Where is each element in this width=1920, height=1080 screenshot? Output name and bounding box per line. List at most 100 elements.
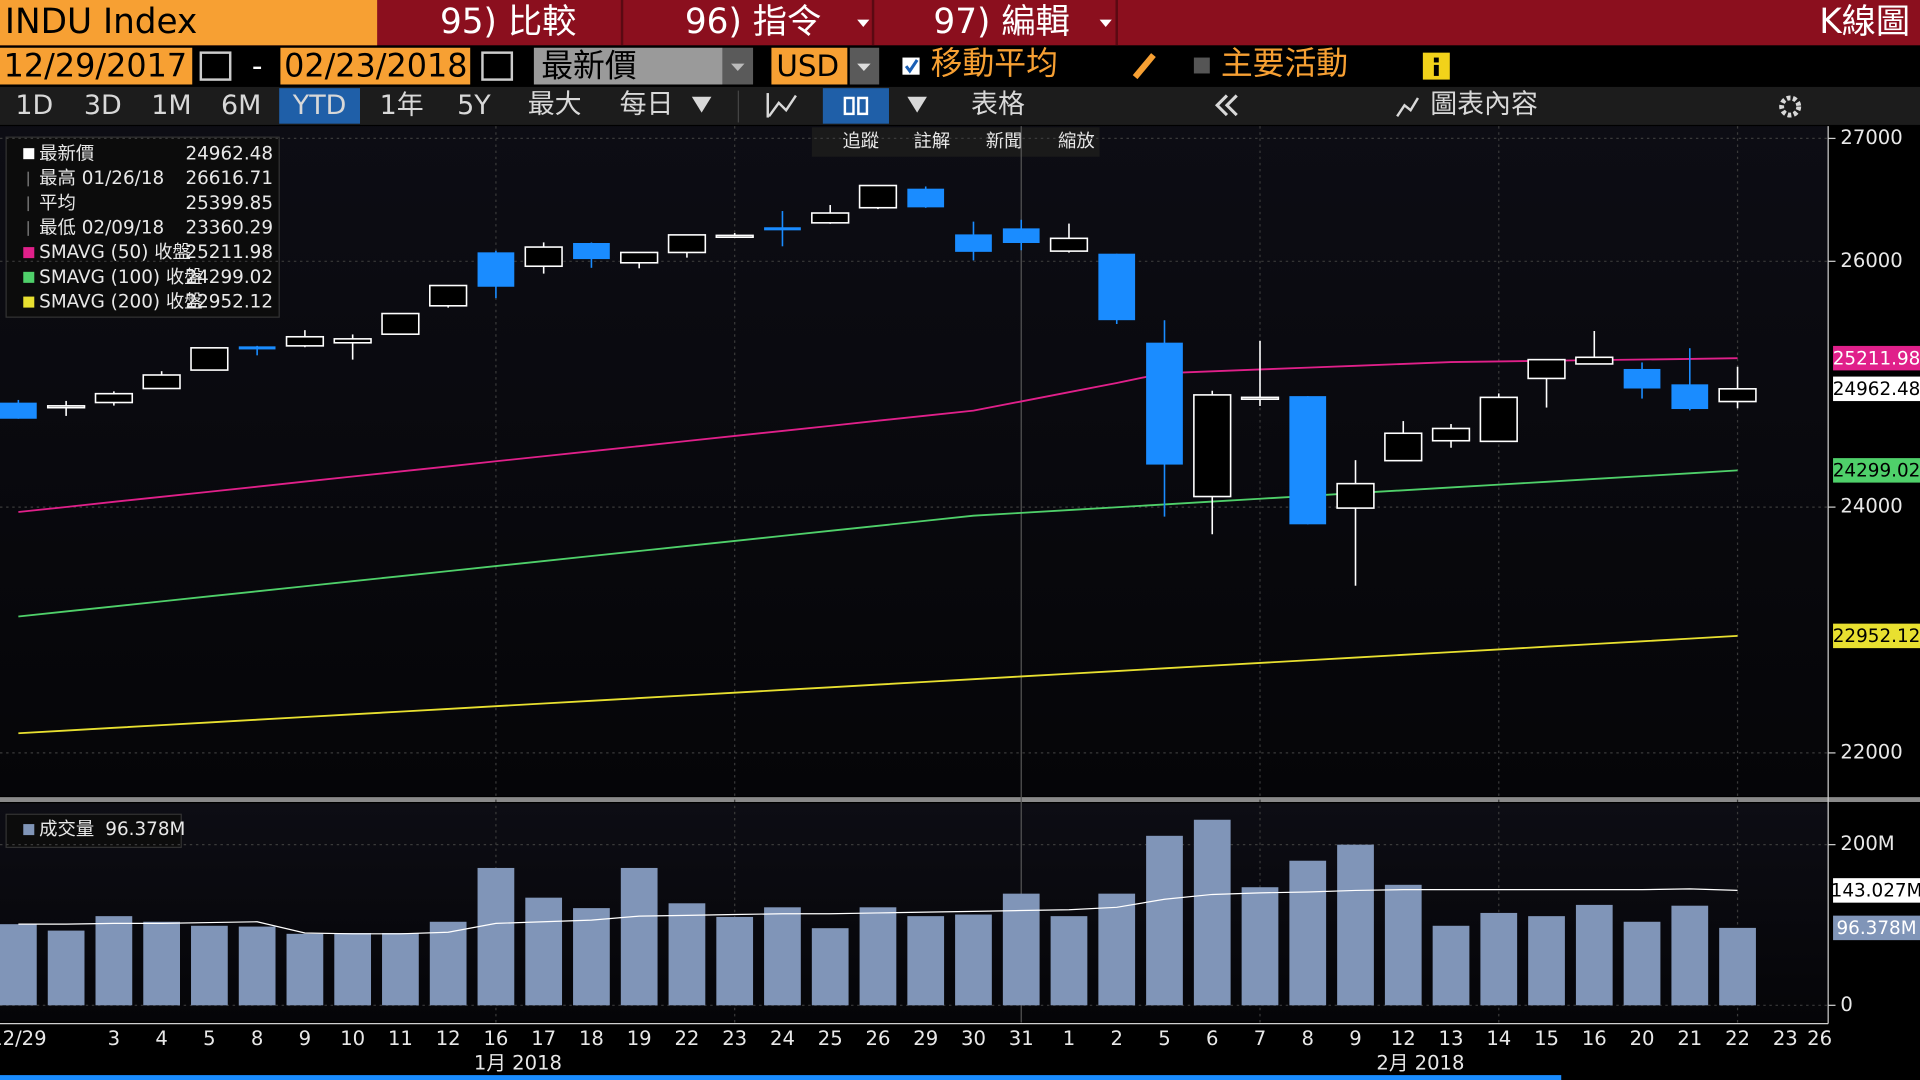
chart-content-icon[interactable] bbox=[1396, 97, 1420, 118]
period-button[interactable]: 3D bbox=[84, 90, 122, 121]
x-tick-label: 23 bbox=[1773, 1027, 1798, 1050]
collapse-icon[interactable] bbox=[1224, 94, 1238, 117]
dropdown-arrow[interactable] bbox=[731, 63, 745, 72]
candle-body bbox=[477, 252, 515, 287]
dropdown-arrow[interactable] bbox=[691, 96, 712, 113]
legend-label: 平均 bbox=[39, 193, 76, 214]
menu-item[interactable]: 95) 比較 bbox=[440, 2, 576, 42]
field[interactable]: 最新價 bbox=[541, 46, 637, 84]
candle-body bbox=[0, 402, 37, 419]
candle-body bbox=[1002, 228, 1040, 243]
period-button[interactable]: 1D bbox=[15, 90, 53, 121]
volume-bar bbox=[1432, 925, 1470, 1006]
x-tick-label: 16 bbox=[1582, 1027, 1607, 1050]
checkmark bbox=[904, 59, 919, 74]
period-button[interactable]: 最大 bbox=[528, 89, 582, 120]
field-dropdown[interactable] bbox=[533, 47, 723, 85]
tool-strip bbox=[811, 127, 1100, 157]
dropdown-arrow[interactable] bbox=[907, 96, 927, 113]
security[interactable]: INDU Index bbox=[5, 2, 197, 42]
tool-button[interactable]: 縮放 bbox=[1058, 131, 1095, 152]
legend-value: 22952.12 bbox=[185, 292, 273, 313]
legend-label: 最低 02/09/18 bbox=[39, 217, 164, 238]
x-tick-label: 8 bbox=[251, 1027, 263, 1050]
x-tick-label: 22 bbox=[674, 1027, 699, 1050]
volume-bar bbox=[382, 933, 419, 1006]
candle-body bbox=[1289, 396, 1327, 525]
pencil-icon[interactable] bbox=[1132, 53, 1156, 80]
period-button[interactable]: 5Y bbox=[457, 90, 491, 121]
collapse-icon[interactable] bbox=[1214, 94, 1229, 117]
x-tick-label: 19 bbox=[627, 1027, 652, 1050]
candle-body bbox=[1575, 356, 1614, 365]
active-period[interactable] bbox=[279, 88, 360, 124]
date-separator: - bbox=[252, 49, 263, 83]
legend-value: 25399.85 bbox=[185, 193, 273, 214]
dropdown-arrow[interactable] bbox=[857, 19, 870, 27]
period-button[interactable]: YTD bbox=[292, 90, 347, 121]
volume-bar bbox=[1480, 912, 1518, 1006]
settings-icon[interactable] bbox=[1779, 95, 1802, 118]
volume-bar bbox=[811, 928, 849, 1006]
candle-chart-button[interactable] bbox=[822, 88, 889, 124]
volume-bar bbox=[573, 908, 610, 1006]
tool-button[interactable]: 新聞 bbox=[986, 131, 1023, 152]
x-tick-label: 9 bbox=[1349, 1027, 1361, 1050]
x-tick-label: 5 bbox=[1158, 1027, 1170, 1050]
volume-bar bbox=[1289, 860, 1327, 1006]
legend-swatch bbox=[23, 271, 35, 283]
legend-swatch bbox=[23, 148, 35, 160]
candle-body bbox=[1623, 368, 1661, 389]
calendar-icon[interactable] bbox=[199, 51, 232, 81]
line-chart-icon[interactable] bbox=[767, 94, 797, 118]
x-tick-label: 29 bbox=[913, 1027, 938, 1050]
legend-value: 24962.48 bbox=[185, 143, 273, 164]
volume-bar bbox=[1146, 835, 1183, 1006]
dropdown-arrow[interactable] bbox=[1099, 19, 1112, 27]
volume-bar bbox=[191, 925, 228, 1006]
menu-item[interactable]: 97) 編輯 bbox=[933, 2, 1069, 42]
volume-bar bbox=[1002, 893, 1040, 1006]
plot: 22000 24000 26000 27000 0 200M 25211.98 24299.0… bbox=[0, 126, 1920, 1075]
legend-value: 23360.29 bbox=[185, 217, 273, 238]
x-tick-label: 8 bbox=[1302, 1027, 1314, 1050]
volume-bar bbox=[143, 921, 180, 1006]
series-end-label: 25211.98 bbox=[1833, 348, 1920, 369]
dropdown-arrow[interactable] bbox=[857, 63, 871, 72]
end-date[interactable]: 02/23/2018 bbox=[284, 46, 467, 84]
candle-body bbox=[1671, 384, 1709, 410]
volume-average-label: 143.027M bbox=[1831, 881, 1920, 902]
start-date[interactable]: 12/29/2017 bbox=[4, 46, 187, 84]
tool-button[interactable]: 追蹤 bbox=[842, 131, 879, 152]
candle-body bbox=[620, 251, 659, 264]
x-tick-label: 31 bbox=[1009, 1027, 1034, 1050]
x-tick-label: 9 bbox=[299, 1027, 311, 1050]
candle-body bbox=[524, 246, 563, 268]
moving-average-toggle[interactable]: 移動平均 bbox=[931, 44, 1058, 82]
frequency-button[interactable]: 每日 bbox=[620, 89, 674, 120]
period-button[interactable]: 1年 bbox=[380, 90, 424, 121]
tool-button[interactable]: 註解 bbox=[913, 131, 950, 152]
key-events-toggle[interactable]: 主要活動 bbox=[1221, 44, 1348, 82]
date-field[interactable] bbox=[280, 47, 471, 85]
period-button[interactable]: 1M bbox=[151, 90, 191, 121]
volume-bar bbox=[764, 907, 801, 1006]
security-box[interactable] bbox=[0, 0, 378, 46]
period-button[interactable]: 6M bbox=[221, 90, 261, 121]
x-tick-label: 20 bbox=[1630, 1027, 1655, 1050]
currency-field[interactable] bbox=[771, 47, 848, 85]
checkbox[interactable] bbox=[1193, 57, 1210, 74]
volume-bar bbox=[0, 924, 37, 1006]
chart-content-button[interactable]: 圖表內容 bbox=[1430, 89, 1538, 120]
series-end-label-bg bbox=[1833, 458, 1920, 483]
table-button[interactable]: 表格 bbox=[971, 89, 1025, 120]
currency[interactable]: USD bbox=[776, 49, 839, 83]
menu-item[interactable]: 96) 指令 bbox=[685, 2, 821, 42]
date-field[interactable] bbox=[0, 47, 193, 85]
candle-body bbox=[94, 392, 134, 404]
legend-swatch bbox=[23, 296, 35, 308]
scroll-bar[interactable] bbox=[0, 1075, 1562, 1080]
calendar-icon[interactable] bbox=[481, 51, 514, 81]
volume-bar bbox=[477, 867, 515, 1006]
